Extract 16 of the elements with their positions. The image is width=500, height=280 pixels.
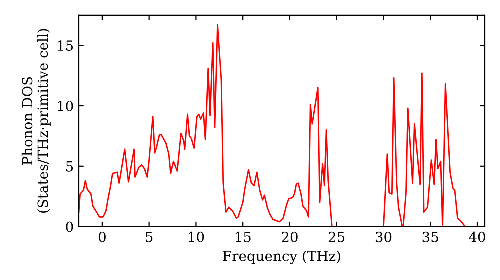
x-tick-label: 10: [189, 232, 204, 242]
y-tick-label: 0: [66, 222, 74, 232]
y-tick-label: 10: [58, 100, 74, 112]
y-tick-label: 5: [66, 162, 74, 172]
y-axis-title: Phonon DOS (States/THz·primitive cell): [22, 29, 51, 213]
x-tick-label: 20: [282, 232, 298, 242]
x-tick-label: 35: [422, 232, 438, 242]
x-tick-label: 25: [328, 232, 345, 242]
x-tick-label: 40: [469, 232, 486, 242]
x-tick-label: 5: [146, 232, 153, 242]
x-tick-label: 30: [376, 232, 392, 242]
y-tick-label: 15: [58, 40, 74, 52]
line-series: [79, 24, 466, 227]
x-tick-label: 15: [236, 232, 251, 242]
x-tick-label: 0: [98, 232, 106, 242]
x-axis-title: Frequency (THz): [223, 250, 340, 264]
